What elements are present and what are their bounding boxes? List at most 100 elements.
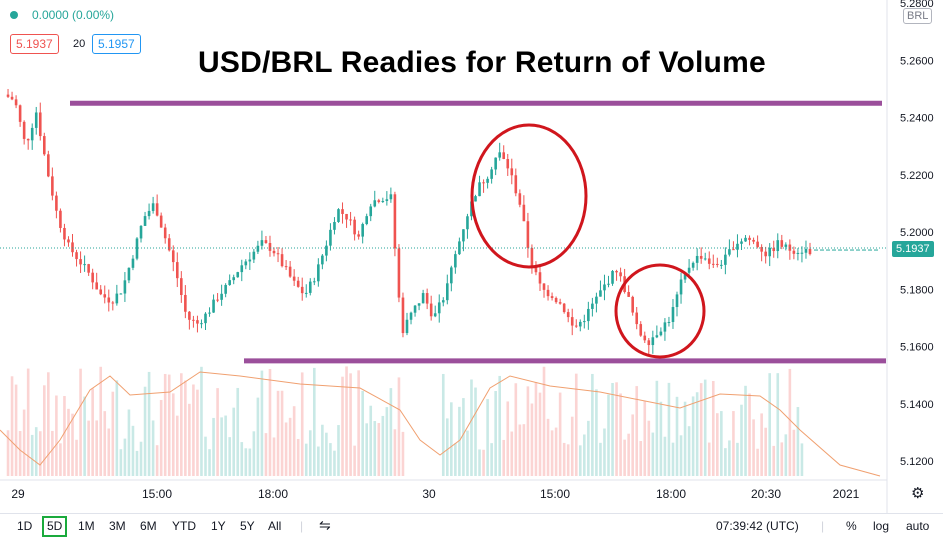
volume-bar (300, 372, 304, 476)
candle-body (268, 242, 272, 251)
volume-bar (530, 403, 534, 476)
volume-bar (546, 418, 550, 476)
volume-bar (570, 416, 574, 476)
clock-time[interactable]: 07:39:42 (UTC) (716, 519, 799, 533)
volume-bar (683, 401, 687, 476)
range-ytd[interactable]: YTD (172, 519, 196, 533)
candle-body (155, 203, 159, 216)
ask-price[interactable]: 5.1957 (92, 34, 141, 54)
volume-bar (619, 393, 622, 476)
candle-body (75, 252, 78, 260)
candle-body (79, 259, 82, 265)
candle-body (530, 247, 534, 267)
log-toggle[interactable]: log (873, 519, 890, 533)
volume-bar (131, 425, 135, 476)
range-all[interactable]: All (268, 519, 282, 533)
percent-toggle[interactable]: % (846, 519, 857, 533)
candle-body (256, 245, 260, 252)
volume-bar (707, 442, 711, 476)
volume-bar (284, 422, 288, 476)
price-chart[interactable]: 5.2800 5.2600 5.2400 5.2200 5.2000 5.1800 5.16… (0, 0, 943, 513)
volume-bar (663, 436, 667, 476)
candle-body (357, 234, 360, 237)
currency-badge[interactable]: BRL (903, 8, 933, 24)
volume-bar (687, 426, 691, 476)
volume-bar (764, 427, 767, 476)
volume-bar (47, 372, 50, 476)
candle-body (6, 94, 10, 97)
volume-bar (744, 385, 747, 476)
candle-body (200, 323, 203, 325)
volume-bar (756, 448, 759, 476)
volume-bar (768, 373, 771, 476)
range-5y[interactable]: 5Y (240, 519, 255, 533)
candle-body (732, 249, 735, 251)
range-6m[interactable]: 6M (140, 519, 157, 533)
highlight-circle-dip[interactable] (614, 263, 706, 359)
price-tick: 5.1400 (900, 399, 934, 411)
volume-bar (522, 424, 526, 476)
candle-body (599, 290, 602, 297)
candle-body (220, 293, 223, 300)
range-1y[interactable]: 1Y (211, 519, 226, 533)
candle-body (615, 270, 618, 273)
volume-bar (538, 392, 542, 476)
auto-toggle[interactable]: auto (906, 519, 930, 533)
candle-body (216, 299, 219, 301)
range-1d[interactable]: 1D (17, 519, 33, 533)
volume-bar (591, 373, 594, 476)
volume-bar (95, 420, 98, 476)
range-5d[interactable]: 5D (42, 516, 68, 537)
volume-bar (675, 396, 679, 476)
date-range-icon[interactable]: ⇋ (319, 517, 331, 533)
candle-body (695, 255, 699, 263)
candle-body (711, 263, 715, 265)
volume-bar (514, 383, 518, 476)
candle-body (587, 308, 590, 322)
volume-bar (562, 442, 566, 476)
volume-bar (59, 443, 62, 476)
volume-bar (22, 409, 26, 476)
volume-bar (30, 434, 34, 476)
volume-bar (615, 382, 618, 476)
volume-bar (441, 373, 445, 476)
candle-body (369, 206, 373, 217)
volume-bar (482, 449, 485, 476)
candle-body (147, 210, 151, 217)
price-tick: 5.2600 (900, 55, 934, 67)
volume-bar (454, 443, 457, 476)
candle-body (123, 280, 127, 294)
volume-bar (288, 417, 292, 476)
candle-body (510, 168, 514, 176)
volume-bar (607, 394, 610, 476)
bid-price[interactable]: 5.1937 (10, 34, 59, 54)
settings-gear-icon[interactable]: ⚙ (911, 485, 925, 502)
candle-body (43, 136, 46, 155)
volume-bar (280, 390, 284, 476)
candle-body (583, 321, 586, 323)
candle-body (446, 283, 449, 301)
candle-body (232, 277, 236, 281)
volume-bar (574, 373, 578, 476)
volume-bar (365, 423, 368, 476)
volume-bar (119, 449, 123, 476)
volume-bar (91, 388, 94, 476)
range-1m[interactable]: 1M (78, 519, 95, 533)
volume-bar (67, 408, 70, 476)
volume-bar (550, 430, 554, 476)
highlight-circle-spike[interactable] (470, 123, 588, 269)
candle-body (10, 96, 14, 100)
candle-body (566, 312, 570, 318)
volume-bar (192, 384, 195, 476)
volume-bar (595, 389, 598, 476)
volume-bar (679, 435, 683, 476)
candle-body (558, 302, 562, 304)
candle-body (486, 178, 489, 183)
candle-body (720, 264, 723, 266)
range-3m[interactable]: 3M (109, 519, 126, 533)
bottom-toolbar: 1D 5D 1M 3M 6M YTD 1Y 5Y All | ⇋ 07:39:4… (0, 513, 943, 539)
candle-body (800, 252, 804, 254)
volume-bar (566, 444, 570, 476)
volume-bar (337, 425, 340, 476)
candle-body (373, 200, 377, 207)
